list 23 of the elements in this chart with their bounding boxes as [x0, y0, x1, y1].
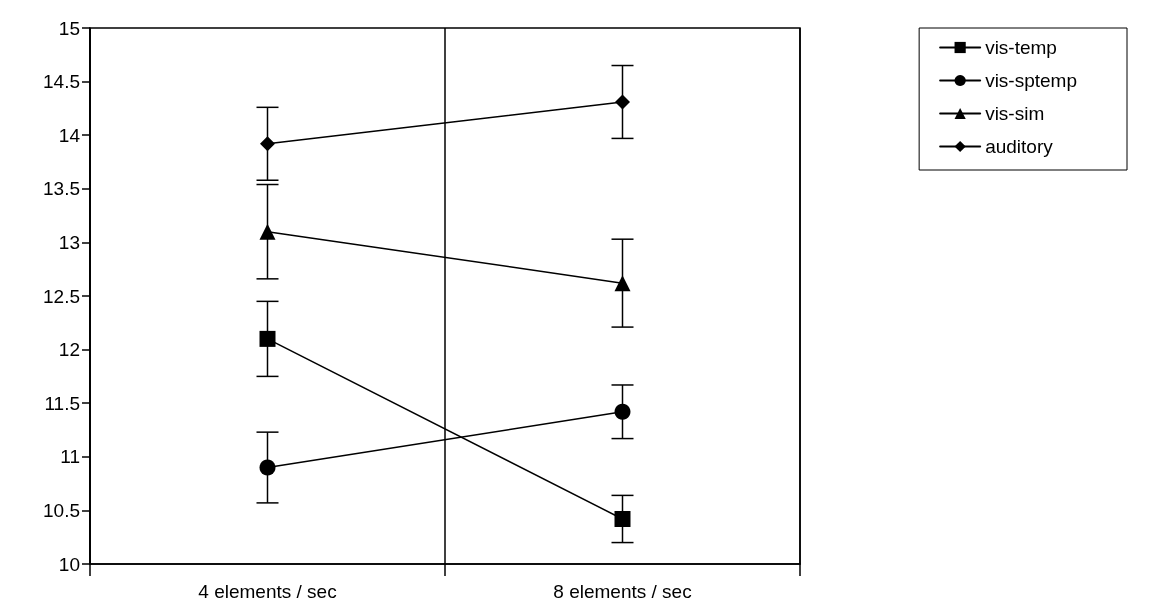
y-tick-label: 14.5 — [43, 71, 80, 93]
y-tick-label: 11 — [60, 446, 80, 468]
legend-label: auditory — [985, 136, 1054, 157]
point — [615, 94, 630, 110]
y-tick-label: 12 — [58, 339, 80, 361]
point — [614, 403, 631, 420]
y-tick-label: 15 — [58, 17, 80, 39]
y-tick-label: 11.5 — [44, 392, 80, 414]
y-tick-label: 10 — [58, 553, 80, 575]
point — [614, 510, 631, 527]
y-tick-label: 14 — [58, 124, 81, 146]
legend-label: vis-temp — [985, 37, 1057, 58]
y-tick-label: 13.5 — [43, 178, 80, 200]
y-tick-label: 13 — [58, 231, 80, 253]
x-tick-label: 8 elements / sec — [553, 581, 692, 602]
legend-label: vis-sim — [985, 103, 1045, 124]
y-tick-label: 10.5 — [43, 499, 80, 521]
point — [260, 136, 275, 152]
x-tick-label: 4 elements / sec — [198, 581, 337, 602]
legend-label: vis-sptemp — [985, 70, 1077, 91]
point — [259, 330, 276, 347]
point — [259, 459, 276, 476]
y-tick-label: 12.5 — [43, 285, 80, 307]
